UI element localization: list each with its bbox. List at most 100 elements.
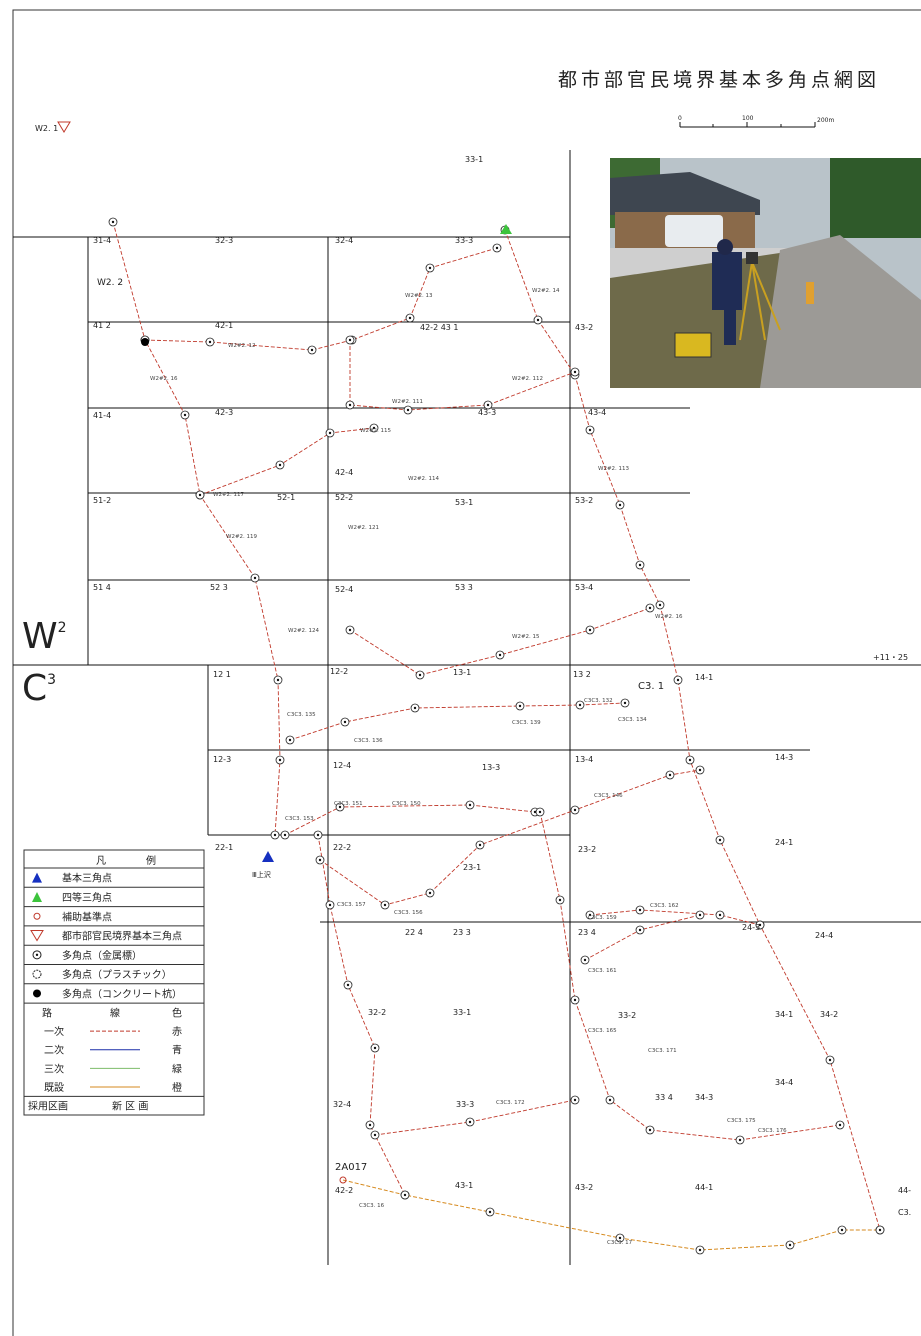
polygon-point-center [718,838,722,842]
photo-person [717,239,733,255]
grid-label: 43-4 [588,408,606,417]
photo-person [712,252,742,310]
polygon-point-center [278,758,282,762]
polygon-point-center [658,603,662,607]
polygon-point-center [486,403,490,407]
point-label: C3C3. 161 [588,968,617,974]
polygon-point-center [373,1046,377,1050]
network [108,217,885,1255]
polygon-point-center [588,428,592,432]
legend-table-cell: 橙 [172,1081,182,1094]
route-line [317,834,406,1196]
grid-label: 12-4 [333,761,351,770]
grid-label: 33-3 [455,236,473,245]
grid-label: 24-1 [775,838,793,847]
polygon-point-center [316,833,320,837]
polygon-point-center [198,493,202,497]
point-label: C3C3. 159 [588,915,617,921]
polygon-point-center [618,1236,622,1240]
point-label: C3C3. 176 [758,1128,787,1134]
point-label: W2#2. 13 [405,293,433,299]
polygon-point-center [828,1058,832,1062]
polygon-point-center [288,738,292,742]
scale-label: 100 [742,115,754,122]
photo-tripod [739,261,781,341]
polygon-point-center [648,606,652,610]
polygon-point-center [253,576,257,580]
photo [610,158,921,388]
grid-label: 34-4 [775,1078,793,1087]
point-label: W2#2. 16 [655,614,683,620]
legend-footer: 新 区 画 [112,1101,148,1113]
polygon-point-center [676,678,680,682]
polygon-point-center [478,843,482,847]
zone-letter: C [22,668,47,709]
grid-label: 42-1 [215,321,233,330]
grid-label: 53 3 [455,583,473,592]
scale-label: 200m [817,117,834,124]
grid-label: 34-2 [820,1010,838,1019]
legend-text: 都市部官民境界基本三角点 [62,930,182,943]
polygon-point-center [283,833,287,837]
triangle-marker [57,121,71,133]
photo-van [665,215,723,247]
polygon-point-center [638,908,642,912]
legend-symbol [32,969,42,979]
station-label: C3. [898,1208,911,1217]
grid-label: 34-1 [775,1010,793,1019]
polygon-point-center [573,998,577,1002]
legend-symbol [33,989,41,998]
polygon-point-center [310,348,314,352]
point-label: C3C3. 17 [607,1240,633,1246]
point-label: W2#2. 121 [348,525,379,531]
polygon-point-center [573,1098,577,1102]
grid-label: 44-1 [695,1183,713,1192]
photo-road [760,235,921,388]
grid-label: 44- [898,1186,911,1195]
legend-text: 多角点（コンクリート杭） [62,987,182,1000]
polygon-point-center [428,891,432,895]
grid-label: 34-3 [695,1093,713,1102]
grid-label: 23-2 [578,845,596,854]
legend-symbol [33,912,41,920]
photo-ground [610,250,800,388]
polygon-point-center [536,318,540,322]
grid-label: 22-2 [333,843,351,852]
polygon-point-center [346,983,350,987]
polygon-point-center [618,503,622,507]
basic-point [262,851,274,862]
grid-label: 32-4 [333,1100,351,1109]
grid-label: 23-1 [463,863,481,872]
photo-roof [610,172,760,215]
grid-label: 42-2 [335,1186,353,1195]
polygon-point-center [840,1228,844,1232]
polygon-point-center [718,913,722,917]
concrete-point [141,338,149,346]
legend-text: 四等三角点 [62,891,112,904]
grid-label: 32-4 [335,236,353,245]
point-label: W2#2. 16 [150,376,178,382]
legend-symbol [32,872,42,883]
point-label: C3C3. 150 [392,801,421,807]
polygon-point-center [588,628,592,632]
point-label: C3C3. 146 [594,793,623,799]
station-label: W2. 2 [97,278,123,288]
polygon-point-center [583,958,587,962]
polygon-point-center [788,1243,792,1247]
polygon-point-center [698,913,702,917]
legend-table-header: 色 [172,1007,182,1019]
route-line [284,804,536,836]
station-label: C3. 1 [638,681,664,692]
polygon-point-center [738,1138,742,1142]
zone-label: C3 [22,668,56,709]
polygon-point-center [348,403,352,407]
polygon-point-center [318,858,322,862]
legend-table-header: 路 [42,1006,52,1019]
point-label: C3C3. 134 [618,717,647,723]
legend-symbol [35,953,39,957]
scale-label: 0 [678,115,682,122]
grid-label: 12-2 [330,667,348,676]
polygon-point-center [403,1193,407,1197]
grid-label: 52-1 [277,493,295,502]
